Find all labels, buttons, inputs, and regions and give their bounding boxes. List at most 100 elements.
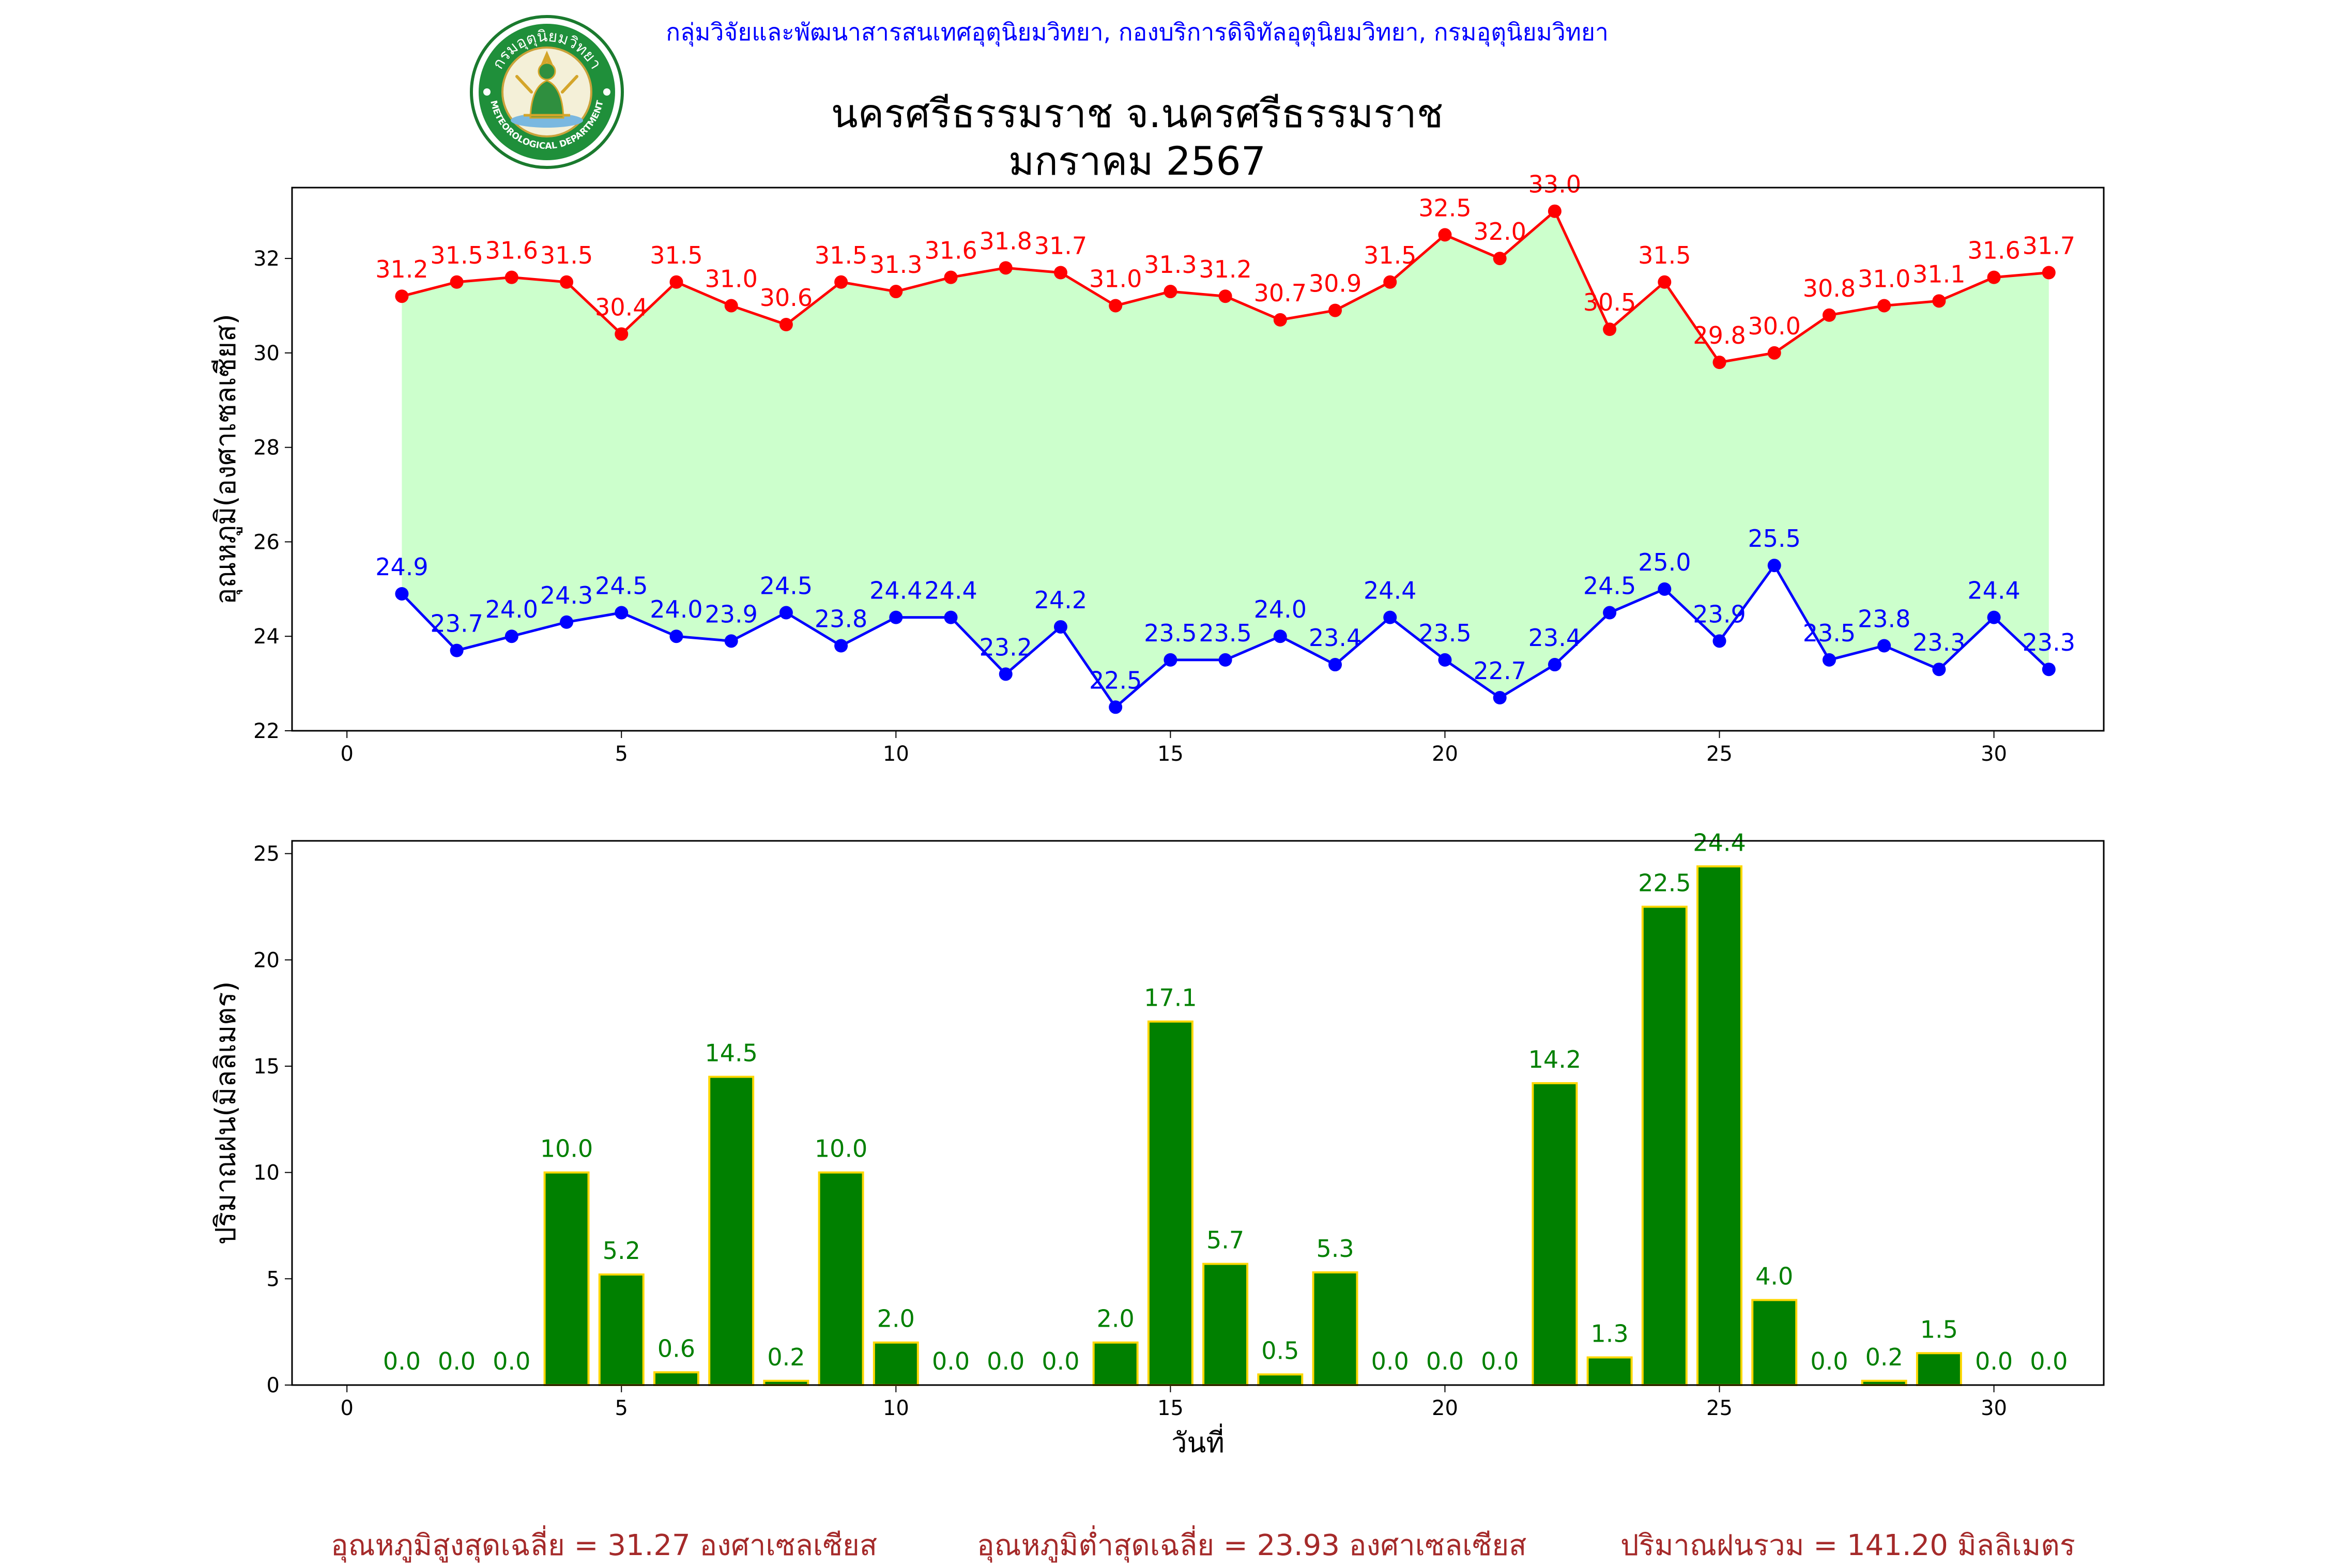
rain-data-label: 5.7 xyxy=(1206,1226,1244,1254)
max-temp-data-label: 31.7 xyxy=(1034,232,1087,260)
min-temp-point xyxy=(560,615,574,629)
max-temp-point xyxy=(1548,204,1562,218)
y-tick-label: 10 xyxy=(253,1161,280,1185)
min-temp-point xyxy=(1273,629,1287,643)
min-temp-point xyxy=(450,643,464,657)
max-temp-data-label: 29.8 xyxy=(1693,321,1746,349)
max-temp-data-label: 31.7 xyxy=(2023,232,2075,260)
rainfall-chart: 0 5 10 15 20 25 30 0 5 10 15 20 25 0.0 0.0 0.0 10.0 5.2 0.… xyxy=(209,828,2105,1459)
min-temp-point xyxy=(1987,610,2001,624)
y-tick-label: 15 xyxy=(253,1055,280,1079)
max-temp-data-label: 31.8 xyxy=(980,227,1032,255)
min-temp-point xyxy=(1328,658,1342,672)
max-temp-point xyxy=(1328,303,1342,317)
max-temp-point xyxy=(1822,308,1836,322)
avg-max-temp-summary: อุณหภูมิสูงสุดเฉลี่ย = 31.27 องศาเซลเซีย… xyxy=(331,1529,878,1562)
min-temp-data-label: 24.5 xyxy=(760,572,813,600)
chart-title-station: นครศรีธรรมราช จ.นครศรีธรรมราช xyxy=(831,90,1444,136)
min-temp-point xyxy=(834,639,848,653)
min-temp-data-label: 24.4 xyxy=(1364,577,1416,605)
min-temp-point xyxy=(889,610,903,624)
x-tick-label: 25 xyxy=(1706,1396,1733,1420)
max-temp-data-label: 31.5 xyxy=(540,241,593,269)
min-temp-point xyxy=(779,606,793,620)
min-temp-data-label: 24.0 xyxy=(485,595,538,623)
min-temp-data-label: 23.5 xyxy=(1144,619,1197,647)
max-temp-point xyxy=(1603,322,1617,336)
max-temp-point xyxy=(1712,356,1726,370)
chart-title-month: มกราคม 2567 xyxy=(1008,138,1266,184)
min-temp-point xyxy=(944,610,958,624)
y-tick-label: 25 xyxy=(253,842,280,866)
max-temp-data-label: 30.4 xyxy=(595,293,648,321)
rain-bar xyxy=(1916,1352,1962,1386)
rain-bar xyxy=(653,1371,699,1386)
y-tick-label: 26 xyxy=(253,530,280,554)
min-temp-data-label: 23.5 xyxy=(1199,619,1251,647)
min-temp-point xyxy=(1438,653,1452,667)
rain-bar xyxy=(873,1341,919,1386)
min-temp-data-label: 24.9 xyxy=(375,553,428,581)
min-temp-data-label: 23.4 xyxy=(1528,624,1581,652)
rain-data-label: 0.0 xyxy=(932,1347,970,1375)
min-temp-data-label: 24.0 xyxy=(650,595,702,623)
max-temp-point xyxy=(834,275,848,289)
y-tick-label: 20 xyxy=(253,948,280,972)
rain-data-label: 4.0 xyxy=(1755,1262,1793,1290)
max-temp-data-label: 31.6 xyxy=(485,237,538,265)
max-temp-data-label: 31.6 xyxy=(1967,237,2020,265)
min-temp-point xyxy=(1712,634,1726,648)
min-temp-point xyxy=(1932,663,1946,677)
max-temp-data-label: 31.2 xyxy=(375,255,428,283)
x-tick-label: 25 xyxy=(1706,742,1733,766)
max-temp-point xyxy=(779,318,793,332)
y-tick-label: 0 xyxy=(267,1374,280,1397)
min-temp-point xyxy=(1493,691,1507,705)
rain-y-axis-title: ปริมาณฝน(มิลลิเมตร) xyxy=(209,981,242,1245)
max-temp-data-label: 30.7 xyxy=(1254,279,1307,307)
y-tick-label: 30 xyxy=(253,342,280,365)
rain-data-label: 5.2 xyxy=(603,1237,640,1265)
rain-bar xyxy=(1202,1263,1249,1386)
x-tick-label: 10 xyxy=(883,742,909,766)
max-temp-point xyxy=(395,289,409,303)
min-temp-data-label: 23.5 xyxy=(1803,619,1856,647)
min-temp-point xyxy=(2042,663,2056,677)
max-temp-data-label: 31.3 xyxy=(1144,251,1197,279)
max-temp-point xyxy=(1109,299,1123,313)
max-temp-data-label: 31.5 xyxy=(430,241,483,269)
max-temp-data-label: 31.5 xyxy=(1638,241,1691,269)
max-temp-point xyxy=(1493,252,1507,266)
x-tick-label: 5 xyxy=(615,1396,628,1420)
rain-bar xyxy=(598,1273,645,1386)
max-temp-data-label: 32.0 xyxy=(1473,218,1526,245)
rain-data-label: 0.0 xyxy=(1426,1347,1464,1375)
rain-x-axis-title: วันที่ xyxy=(1171,1423,1225,1459)
rain-plot-frame xyxy=(291,840,2105,1386)
deity-emblem-icon xyxy=(511,51,583,128)
max-temp-point xyxy=(504,270,518,284)
max-temp-data-label: 30.9 xyxy=(1309,270,1361,298)
y-tick-label: 22 xyxy=(253,719,280,743)
min-temp-point xyxy=(1822,653,1836,667)
min-temp-data-label: 23.5 xyxy=(1418,619,1471,647)
min-temp-data-label: 23.4 xyxy=(1309,624,1361,652)
max-temp-data-label: 30.0 xyxy=(1748,312,1801,340)
rain-data-label: 22.5 xyxy=(1638,869,1691,897)
rain-bar xyxy=(1092,1341,1139,1386)
x-tick-label: 20 xyxy=(1432,1396,1458,1420)
max-temp-point xyxy=(944,270,958,284)
rain-data-label: 0.0 xyxy=(1042,1347,1079,1375)
max-temp-point xyxy=(999,261,1013,275)
max-temp-data-label: 31.0 xyxy=(705,265,757,293)
rain-bar xyxy=(1586,1356,1633,1386)
rain-bar xyxy=(1147,1020,1193,1386)
min-temp-data-label: 24.4 xyxy=(924,577,977,605)
min-temp-point xyxy=(1603,606,1617,620)
max-temp-point xyxy=(889,285,903,299)
y-tick-label: 24 xyxy=(253,625,280,649)
max-temp-point xyxy=(1877,299,1891,313)
rain-bar xyxy=(543,1171,590,1386)
